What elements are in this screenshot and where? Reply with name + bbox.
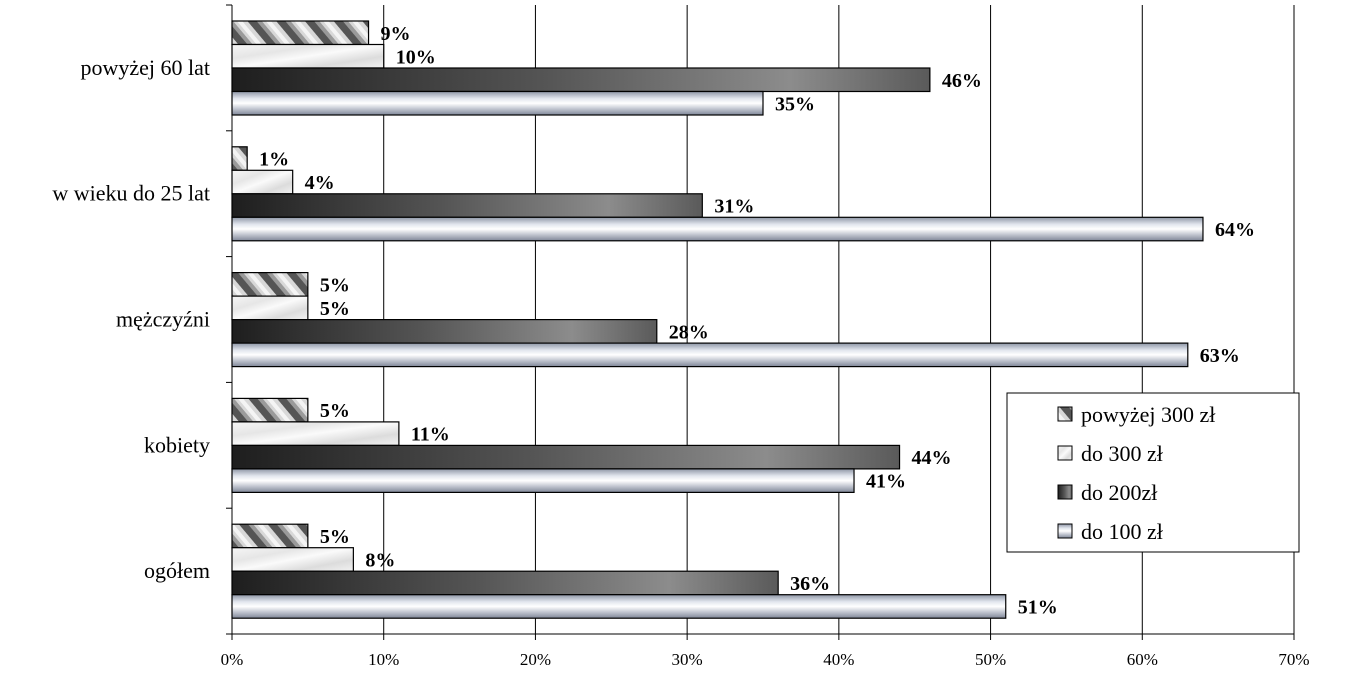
bar (231, 272, 309, 297)
category-label: kobiety (144, 432, 210, 457)
bar (231, 523, 309, 549)
bar (231, 319, 658, 344)
legend-label: do 300 zł (1081, 441, 1163, 466)
legend-box (1006, 392, 1300, 553)
bar (231, 90, 764, 116)
bar (231, 468, 855, 493)
bar (231, 594, 1007, 619)
data-label: 46% (942, 70, 982, 92)
category-label: powyżej 60 lat (80, 55, 210, 80)
bar (231, 146, 248, 171)
bar (231, 169, 294, 195)
bar (231, 216, 1204, 242)
bar (231, 193, 703, 218)
data-label: 4% (305, 172, 335, 194)
bar (231, 295, 309, 321)
x-tick-label: 60% (1127, 650, 1158, 669)
data-label: 41% (866, 471, 906, 493)
bar (231, 67, 931, 93)
data-label: 44% (912, 447, 952, 469)
bar (231, 43, 385, 69)
data-label: 10% (396, 46, 436, 68)
data-label: 28% (669, 321, 709, 343)
legend-label: powyżej 300 zł (1081, 402, 1215, 427)
bar (231, 397, 309, 423)
legend-swatch (1057, 406, 1073, 422)
bar (231, 20, 370, 46)
category-label: mężczyźni (116, 307, 210, 332)
data-label: 35% (775, 93, 815, 115)
x-tick-label: 50% (975, 650, 1006, 669)
data-label: 31% (714, 196, 754, 218)
data-label: 11% (411, 424, 450, 446)
x-tick-label: 40% (823, 650, 854, 669)
data-label: 5% (320, 400, 350, 422)
data-label: 64% (1215, 219, 1255, 241)
legend-label: do 100 zł (1081, 519, 1163, 544)
x-tick-label: 70% (1278, 650, 1309, 669)
data-label: 8% (365, 549, 395, 571)
bar (231, 342, 1189, 368)
legend-swatch (1057, 484, 1073, 500)
category-label: w wieku do 25 lat (52, 181, 210, 206)
x-tick-label: 30% (672, 650, 703, 669)
legend: powyżej 300 zł do 300 zł do 200zł do 100 zł (1006, 392, 1300, 553)
bar (231, 444, 901, 470)
data-label: 36% (790, 573, 830, 595)
data-label: 51% (1018, 596, 1058, 618)
data-label: 5% (320, 274, 350, 296)
data-label: 5% (320, 526, 350, 548)
bar (231, 421, 400, 446)
legend-swatch (1057, 523, 1073, 539)
x-tick-label: 20% (520, 650, 551, 669)
legend-label: do 200zł (1081, 480, 1157, 505)
data-label: 9% (381, 23, 411, 45)
category-label: ogółem (144, 558, 210, 583)
data-label: 63% (1200, 345, 1240, 367)
bar (231, 547, 354, 572)
legend-swatch (1057, 445, 1073, 461)
bar (231, 570, 779, 596)
data-label: 5% (320, 298, 350, 320)
x-tick-label: 10% (368, 650, 399, 669)
x-tick-label: 0% (221, 650, 244, 669)
data-label: 1% (259, 149, 289, 171)
